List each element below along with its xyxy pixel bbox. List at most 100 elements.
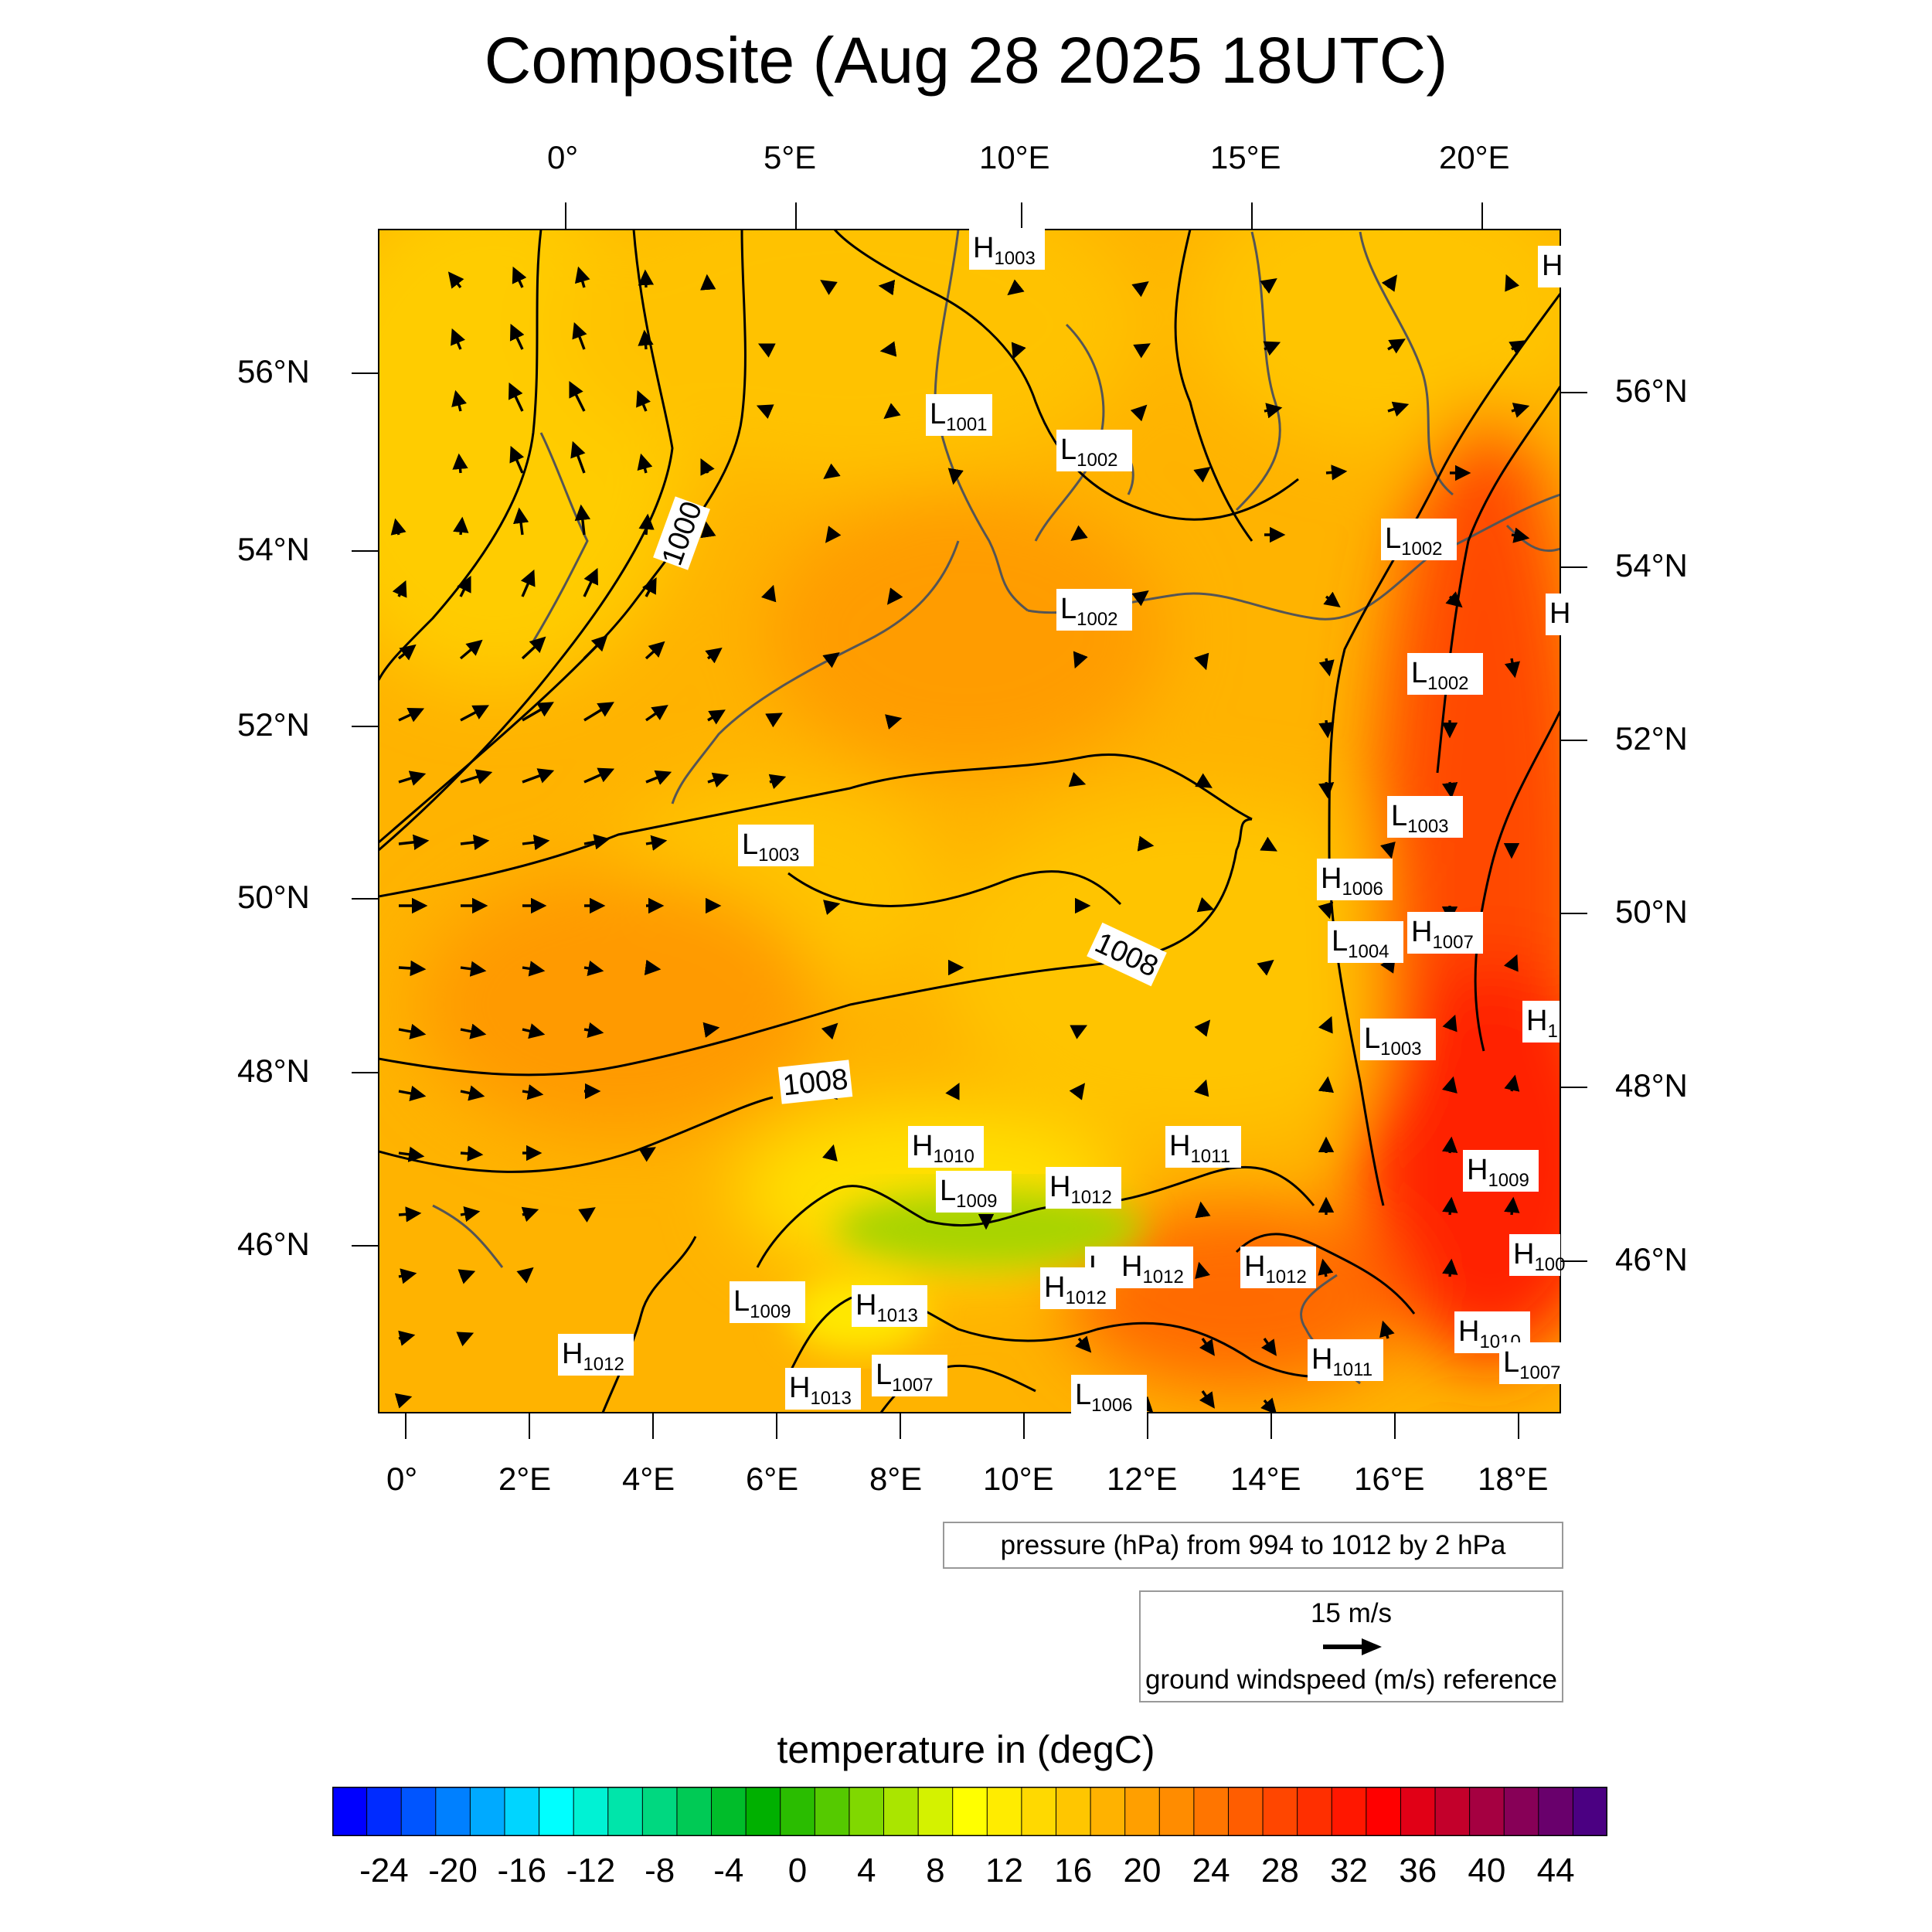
isobars xyxy=(379,230,1560,1413)
high-pressure-label: H1012 xyxy=(1046,1167,1121,1209)
pressure-center-text: L1003 xyxy=(742,828,800,866)
low-pressure-label: L1002 xyxy=(1381,519,1457,560)
high-pressure-label: H1012 xyxy=(1240,1247,1316,1288)
colorbar-swatch xyxy=(1538,1787,1574,1836)
top-lon-label: 20°E xyxy=(1439,139,1510,175)
colorbar-swatch xyxy=(814,1787,851,1836)
colorbar-swatch xyxy=(469,1787,506,1836)
pressure-contour-note: pressure (hPa) from 994 to 1012 by 2 hPa xyxy=(943,1522,1563,1569)
right-lat-label: 54°N xyxy=(1615,547,1688,583)
colorbar-tick-label: 16 xyxy=(1054,1852,1093,1889)
colorbar-swatch xyxy=(1090,1787,1126,1836)
right-lat-label: 48°N xyxy=(1615,1067,1688,1104)
pressure-center-text: L1002 xyxy=(1060,434,1118,471)
high-pressure-label: H100 xyxy=(1509,1234,1566,1276)
colorbar-swatch xyxy=(1572,1787,1607,1836)
colorbar-outline xyxy=(332,1787,1607,1836)
low-pressure-label: L1004 xyxy=(1328,921,1403,963)
pressure-center-text: H100 xyxy=(1513,1238,1566,1275)
low-pressure-label: L1006 xyxy=(1071,1375,1147,1417)
pressure-center-text: L1002 xyxy=(1060,593,1118,630)
colorbar-tick-label: 24 xyxy=(1192,1852,1230,1889)
low-pressure-label: L1009 xyxy=(730,1281,805,1323)
colorbar-tick-label: 36 xyxy=(1399,1852,1437,1889)
right-lat-label: 46°N xyxy=(1615,1241,1688,1277)
colorbar-swatch xyxy=(1503,1787,1539,1836)
high-pressure-label: H1 xyxy=(1522,1001,1560,1043)
top-lon-label: 10°E xyxy=(979,139,1050,175)
isobar-label-1008: 1008 xyxy=(781,1063,849,1103)
wind-reference-value: 15 m/s xyxy=(1310,1598,1393,1628)
colorbar-swatch xyxy=(573,1787,609,1836)
colorbar-swatch xyxy=(780,1787,816,1836)
high-pressure-label: H1009 xyxy=(1463,1150,1539,1192)
colorbar-tick-label: -24 xyxy=(359,1852,409,1889)
high-pressure-label: H1012 xyxy=(558,1334,634,1376)
colorbar-swatch xyxy=(1331,1787,1367,1836)
colorbar-swatch xyxy=(1469,1787,1505,1836)
top-lon-label: 15°E xyxy=(1210,139,1281,175)
axis-ticks xyxy=(352,202,1587,1439)
bottom-lon-label: 16°E xyxy=(1354,1461,1425,1497)
colorbar-swatch xyxy=(400,1787,437,1836)
bottom-lon-label: 14°E xyxy=(1230,1461,1301,1497)
colorbar-swatch xyxy=(1055,1787,1092,1836)
pressure-center-text: L1009 xyxy=(940,1175,998,1212)
colorbar-title: temperature in (degC) xyxy=(777,1728,1155,1771)
right-lat-label: 50°N xyxy=(1615,893,1688,930)
colorbar-swatch xyxy=(607,1787,644,1836)
pressure-center-text: L1002 xyxy=(1411,657,1469,694)
colorbar-tick-label: 28 xyxy=(1260,1852,1299,1889)
left-lat-label: 54°N xyxy=(237,531,310,567)
pressure-center-text: L1003 xyxy=(1364,1022,1422,1060)
top-lon-label: 0° xyxy=(547,139,579,175)
colorbar-swatch xyxy=(539,1787,575,1836)
high-pressure-label: H1012 xyxy=(1040,1267,1116,1309)
colorbar-swatch xyxy=(917,1787,954,1836)
pressure-center-text: H xyxy=(1549,597,1570,630)
pressure-center-text: L1007 xyxy=(1503,1346,1561,1383)
colorbar-swatch xyxy=(366,1787,403,1836)
colorbar-tick-label: 12 xyxy=(985,1852,1024,1889)
colorbar-tick-label: 20 xyxy=(1123,1852,1162,1889)
bottom-lon-label: 8°E xyxy=(869,1461,923,1497)
pressure-center-text: L1009 xyxy=(733,1285,791,1322)
low-pressure-label: L1002 xyxy=(1056,430,1132,471)
colorbar-tick-label: -16 xyxy=(497,1852,547,1889)
low-pressure-label: L1007 xyxy=(872,1355,947,1396)
temperature-colorbar xyxy=(332,1787,1607,1836)
pressure-center-text: H1 xyxy=(1526,1005,1558,1042)
pressure-center-labels: H1003 H L1001 L1002 L1002 L1002 H L1002 L1003 L10… xyxy=(558,228,1570,1417)
colorbar-swatch xyxy=(711,1787,747,1836)
bottom-lon-label: 12°E xyxy=(1107,1461,1178,1497)
top-lon-label: 5°E xyxy=(764,139,817,175)
left-lat-label: 50°N xyxy=(237,879,310,915)
low-pressure-label: L1001 xyxy=(926,394,992,436)
pressure-center-text: H1003 xyxy=(973,232,1036,269)
map-title: Composite (Aug 28 2025 18UTC) xyxy=(484,24,1448,97)
colorbar-swatch xyxy=(1158,1787,1195,1836)
low-pressure-label: L1009 xyxy=(936,1171,1012,1213)
low-pressure-label: L1003 xyxy=(1360,1019,1436,1060)
colorbar-swatch xyxy=(1400,1787,1437,1836)
pressure-center-text: H1007 xyxy=(1411,916,1474,953)
colorbar-swatch xyxy=(1124,1787,1161,1836)
pressure-center-text: L1001 xyxy=(930,398,988,435)
wind-reference-label: ground windspeed (m/s) reference xyxy=(1145,1665,1558,1695)
high-pressure-label: H1011 xyxy=(1165,1126,1241,1168)
pressure-center-text: H1012 xyxy=(562,1338,624,1375)
high-pressure-label: H1011 xyxy=(1308,1339,1383,1381)
pressure-center-text: H1012 xyxy=(1244,1250,1307,1287)
colorbar-tick-label: 32 xyxy=(1330,1852,1368,1889)
colorbar-swatch xyxy=(1021,1787,1057,1836)
pressure-center-text: H1012 xyxy=(1121,1250,1184,1287)
left-lat-label: 48°N xyxy=(237,1053,310,1089)
colorbar-swatch xyxy=(1227,1787,1264,1836)
wind-reference-arrow-icon xyxy=(1323,1638,1382,1655)
pressure-center-text: L1002 xyxy=(1385,522,1443,560)
right-lat-label: 56°N xyxy=(1615,372,1688,409)
high-pressure-label: H1003 xyxy=(969,228,1045,270)
pressure-center-text: L1007 xyxy=(876,1359,934,1396)
pressure-center-text: H1012 xyxy=(1044,1271,1107,1308)
